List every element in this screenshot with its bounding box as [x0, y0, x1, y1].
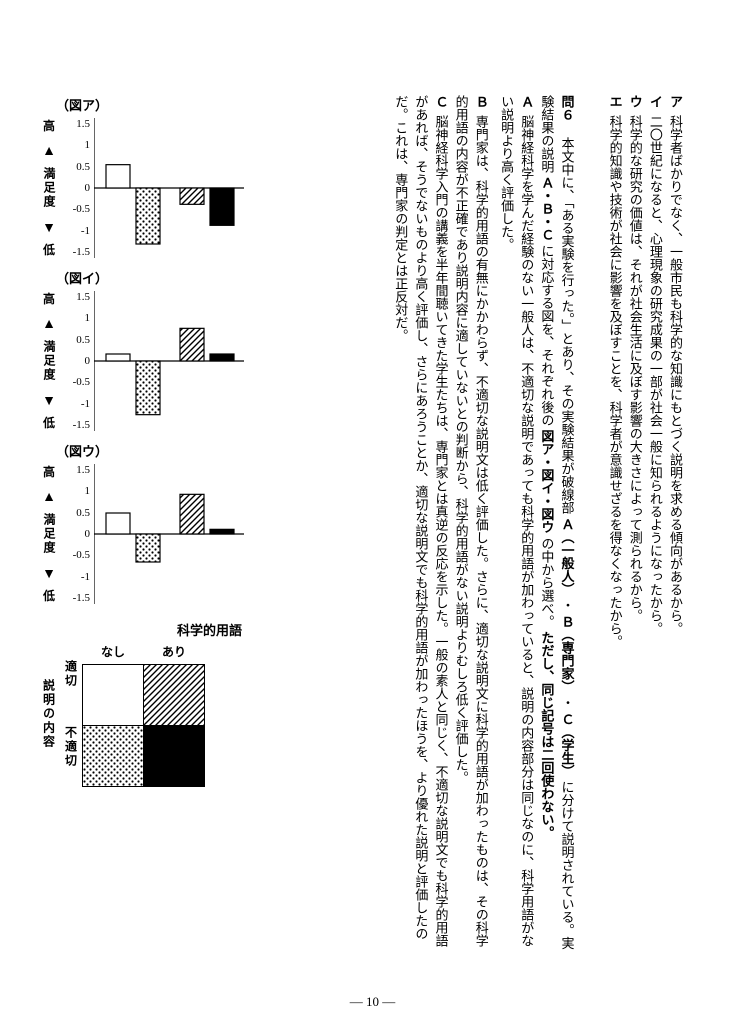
- item-B: Ｂ 専門家は、科学的用語の有無にかかわらず、不適切な説明文は低く評価した。さらに…: [450, 95, 490, 955]
- legend-row-good: 適切: [63, 660, 80, 688]
- y-tick: 0.5: [76, 161, 90, 173]
- item-C: Ｃ 脳神経科学入門の講義を半年間聴いてきた学生たちは、専門家とは真逆の反応を示し…: [390, 95, 450, 955]
- y-tick: 0: [85, 182, 91, 194]
- y-tick: -1.5: [73, 592, 90, 604]
- axis-name: 満足度: [43, 340, 55, 382]
- y-tick: -1: [81, 225, 90, 237]
- y-tick: 0.5: [76, 334, 90, 346]
- chart-plot: [94, 291, 244, 431]
- spacer: [584, 95, 604, 955]
- y-tick: -1.5: [73, 419, 90, 431]
- chart: （図ア）高 ▲ 満足度 ▼ 低 1.5 1 0.5 0 -0.5 -1 -1.5: [38, 95, 288, 258]
- q6-label: 問６: [560, 95, 575, 121]
- chart-title: （図ウ）: [56, 441, 288, 460]
- item-A-label: Ａ: [519, 95, 534, 108]
- choice-a: ア 科学者ばかりでなく、一般市民も科学的な知識にもとづく説明を求める傾向があるか…: [665, 95, 685, 955]
- chart-plot: [94, 464, 244, 604]
- legend: 科学的用語 説明の内容 適切 不適切 なし あり: [38, 620, 268, 787]
- axis-high: 高: [43, 466, 55, 478]
- axis-name: 満足度: [43, 513, 55, 555]
- chart: （図ウ）高 ▲ 満足度 ▼ 低 1.5 1 0.5 0 -0.5 -1 -1.5: [38, 441, 288, 604]
- legend-cell-0-0: [83, 665, 144, 726]
- axis-high: 高: [43, 120, 55, 132]
- chart: （図イ）高 ▲ 満足度 ▼ 低 1.5 1 0.5 0 -0.5 -1 -1.5: [38, 268, 288, 431]
- arrow-down-icon: ▼: [42, 566, 56, 580]
- arrow-up-icon: ▲: [42, 316, 56, 330]
- y-tick: 1.5: [76, 464, 90, 476]
- y-tick: 0.5: [76, 507, 90, 519]
- choice-i: イ 二〇世紀になると、心理現象の研究成果の一部が社会一般に知られるようになったか…: [645, 95, 665, 955]
- chart-title: （図ア）: [56, 95, 288, 114]
- choice-u-text: 科学的な研究の価値は、それが社会生活に及ぼす影響の大きさによって測られるから。: [628, 115, 643, 622]
- q6-dot1: ・: [560, 599, 575, 612]
- q6-labelC: Ｃ（学生）: [560, 713, 575, 778]
- y-tick: 1: [85, 139, 91, 151]
- question-text-block: ア 科学者ばかりでなく、一般市民も科学的な知識にもとづく説明を求める傾向があるか…: [325, 95, 685, 955]
- item-B-text: 専門家は、科学的用語の有無にかかわらず、不適切な説明文は低く評価した。さらに、適…: [454, 95, 489, 947]
- q6-body: 本文中に、「ある実験を行った。」とあり、その実験結果が破線部 Ａ（一般人） ・ …: [539, 95, 574, 950]
- q6-t6: の中から選べ。: [539, 537, 554, 628]
- y-tick: -0.5: [73, 549, 90, 561]
- item-C-label: Ｃ: [433, 95, 448, 108]
- y-tick: 0: [85, 355, 91, 367]
- legend-col-none: なし: [83, 641, 144, 665]
- legend-rows-axis: 説明の内容: [38, 641, 60, 787]
- choice-a-label: ア: [668, 95, 683, 108]
- y-tick: 1: [85, 312, 91, 324]
- y-tick: -0.5: [73, 376, 90, 388]
- y-tick: -1: [81, 398, 90, 410]
- arrow-down-icon: ▼: [42, 393, 56, 407]
- q6-t5: 図ア・図イ・図ウ: [539, 430, 554, 534]
- q6-t3: Ａ・Ｂ・Ｃ: [539, 176, 554, 241]
- chart-title: （図イ）: [56, 268, 288, 287]
- choice-u: ウ 科学的な研究の価値は、それが社会生活に及ぼす影響の大きさによって測られるから…: [625, 95, 645, 955]
- q6-t4: に対応する図を、それぞれ後の: [539, 245, 554, 427]
- item-A: Ａ 脳神経科学を学んだ経験のない一般人は、不適切な説明であっても科学的用語が加わ…: [496, 95, 536, 955]
- legend-row-labels: 適切 不適切: [60, 641, 82, 787]
- y-tick: 1: [85, 485, 91, 497]
- legend-row-bad: 不適切: [63, 726, 80, 768]
- arrow-down-icon: ▼: [42, 220, 56, 234]
- choice-e-label: エ: [608, 95, 623, 108]
- q6-labelB: Ｂ（専門家）: [560, 615, 575, 693]
- q6-t7: ただし、同じ記号は二回使わない。: [539, 631, 554, 839]
- legend-cell-1-0: [83, 726, 144, 787]
- legend-cell-0-1: [144, 665, 205, 726]
- axis-name: 満足度: [43, 167, 55, 209]
- axis-low: 低: [43, 244, 55, 256]
- axis-low: 低: [43, 590, 55, 602]
- legend-cell-1-1: [144, 726, 205, 787]
- item-C-text: 脳神経科学入門の講義を半年間聴いてきた学生たちは、専門家とは真逆の反応を示した。…: [393, 95, 448, 947]
- q6-t1: 本文中に、「ある実験を行った。」とあり、その実験結果が破線部: [560, 137, 575, 514]
- charts-column: （図ア）高▲満足度▼低1.510.50-0.5-1-1.5（図イ）高▲満足度▼低…: [38, 95, 288, 787]
- y-tick: -1.5: [73, 246, 90, 258]
- arrow-up-icon: ▲: [42, 143, 56, 157]
- y-tick: 1.5: [76, 291, 90, 303]
- y-tick: -0.5: [73, 203, 90, 215]
- choice-e-text: 科学的知識や技術が社会に影響を及ぼすことを、科学者が意識せざるを得なくなったから…: [608, 115, 623, 648]
- choice-i-text: 二〇世紀になると、心理現象の研究成果の一部が社会一般に知られるようになったから。: [648, 115, 663, 635]
- y-tick: 1.5: [76, 118, 90, 130]
- axis-low: 低: [43, 417, 55, 429]
- choice-i-label: イ: [648, 95, 663, 108]
- item-B-label: Ｂ: [474, 95, 489, 108]
- page-number: ― 10 ―: [0, 994, 745, 1010]
- choice-u-label: ウ: [628, 95, 643, 108]
- y-tick: -1: [81, 571, 90, 583]
- arrow-up-icon: ▲: [42, 489, 56, 503]
- axis-high: 高: [43, 293, 55, 305]
- choice-e: エ 科学的知識や技術が社会に影響を及ぼすことを、科学者が意識せざるを得なくなった…: [604, 95, 624, 955]
- q6-dot2: ・: [560, 696, 575, 709]
- item-A-text: 脳神経科学を学んだ経験のない一般人は、不適切な説明であっても科学的用語が加わって…: [499, 95, 534, 947]
- q6-labelA: Ａ（一般人）: [560, 518, 575, 596]
- y-tick: 0: [85, 528, 91, 540]
- legend-rows-label: 説明の内容: [41, 679, 58, 749]
- legend-col-yes: あり: [144, 641, 205, 665]
- chart-plot: [94, 118, 244, 258]
- legend-table: なし あり: [82, 641, 205, 787]
- choice-a-text: 科学者ばかりでなく、一般市民も科学的な知識にもとづく説明を求める傾向があるから。: [668, 115, 683, 635]
- question-6: 問６ 本文中に、「ある実験を行った。」とあり、その実験結果が破線部 Ａ（一般人）…: [536, 95, 576, 955]
- legend-title: 科学的用語: [38, 620, 268, 639]
